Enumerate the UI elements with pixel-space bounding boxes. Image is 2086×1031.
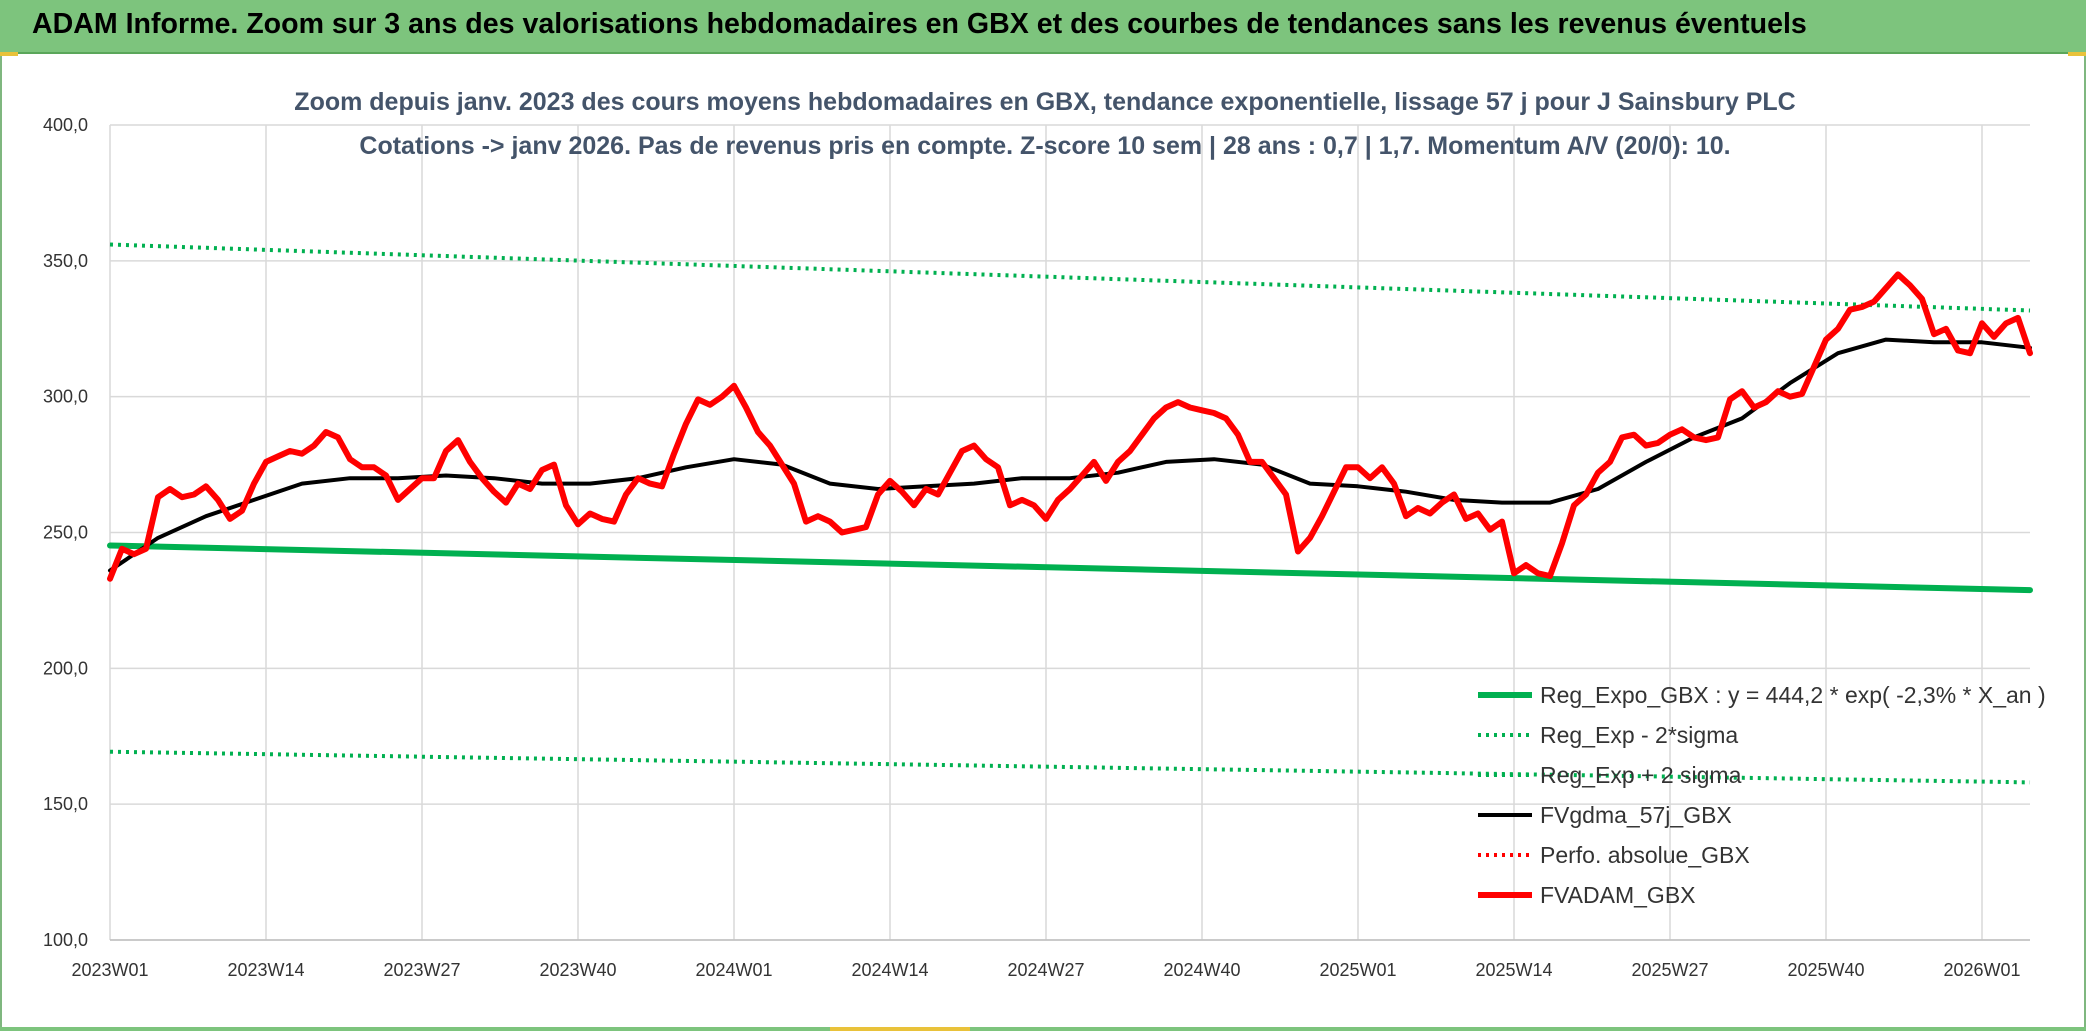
report-banner: ADAM Informe. Zoom sur 3 ans des valoris… — [0, 0, 2086, 54]
chart-subtitle: Cotations -> janv 2026. Pas de revenus p… — [359, 132, 1730, 160]
x-tick-label: 2024W14 — [851, 960, 928, 980]
corner-accent-right — [2068, 52, 2086, 56]
y-axis-ticks: 100,0 150,0 200,0 250,0 300,0 350,0 400,0 — [43, 115, 88, 950]
legend-label: Reg_Expo_GBX : y = 444,2 * exp( -2,3% * … — [1540, 682, 2046, 708]
chart-title: Zoom depuis janv. 2023 des cours moyens … — [294, 88, 1795, 116]
series-line-2 — [109, 242, 2031, 313]
x-tick-label: 2024W01 — [695, 960, 772, 980]
legend: Reg_Expo_GBX : y = 444,2 * exp( -2,3% * … — [1478, 682, 2046, 908]
y-tick-label: 250,0 — [43, 523, 88, 543]
legend-label: Reg_Exp - 2*sigma — [1540, 722, 1738, 748]
report-title: ADAM Informe. Zoom sur 3 ans des valoris… — [32, 8, 1807, 40]
x-tick-label: 2024W40 — [1163, 960, 1240, 980]
y-tick-label: 300,0 — [43, 387, 88, 407]
legend-label: Perfo. absolue_GBX — [1540, 842, 1750, 868]
x-tick-label: 2026W01 — [1943, 960, 2020, 980]
y-tick-label: 150,0 — [43, 794, 88, 814]
x-tick-label: 2025W01 — [1319, 960, 1396, 980]
x-tick-label: 2025W14 — [1475, 960, 1552, 980]
x-tick-label: 2023W14 — [227, 960, 304, 980]
bottom-border — [0, 1027, 2086, 1031]
x-tick-label: 2023W40 — [539, 960, 616, 980]
x-tick-label: 2025W40 — [1787, 960, 1864, 980]
x-tick-label: 2023W27 — [383, 960, 460, 980]
y-tick-label: 350,0 — [43, 251, 88, 271]
y-tick-label: 100,0 — [43, 930, 88, 950]
bottom-accent — [830, 1027, 970, 1031]
series-lines — [107, 242, 2033, 785]
gridlines — [109, 124, 2030, 941]
y-tick-label: 200,0 — [43, 658, 88, 678]
corner-accent-left — [0, 52, 18, 56]
y-tick-label: 400,0 — [43, 115, 88, 135]
series-line-0 — [107, 542, 2033, 594]
legend-label: FVADAM_GBX — [1540, 882, 1696, 908]
x-tick-label: 2023W01 — [71, 960, 148, 980]
series-line-5 — [107, 271, 2033, 582]
legend-label: FVgdma_57j_GBX — [1540, 802, 1732, 828]
x-tick-label: 2025W27 — [1631, 960, 1708, 980]
series-line-1 — [109, 749, 2031, 785]
series-line-3 — [108, 337, 2032, 573]
legend-label: Reg_Exp + 2 sigma — [1540, 762, 1742, 788]
x-axis-ticks: 2023W01 2023W14 2023W27 2023W40 2024W01 2024W… — [71, 960, 2020, 980]
x-tick-label: 2024W27 — [1007, 960, 1084, 980]
